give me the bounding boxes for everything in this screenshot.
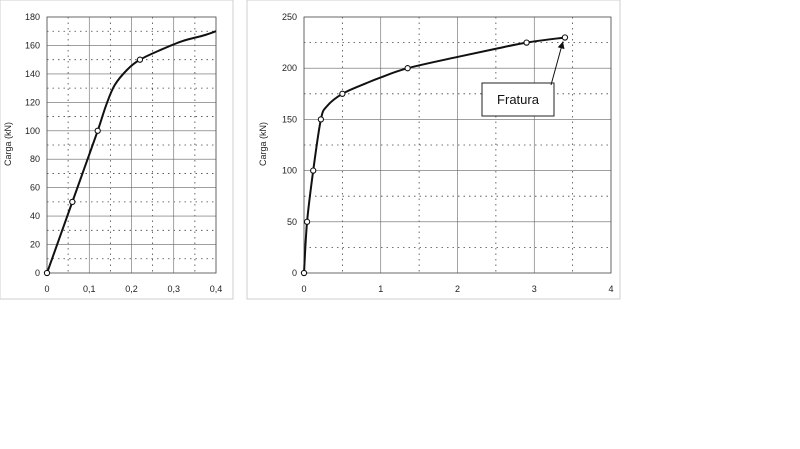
chart-right-x-ticks: 0 1 2 3 4 xyxy=(301,284,613,294)
chart-right-axes xyxy=(303,16,612,274)
y-tick-label: 100 xyxy=(25,126,40,136)
chart-left-x-ticks: 0 0,1 0,2 0,3 0,4 xyxy=(44,284,222,294)
y-tick-label: 20 xyxy=(30,240,40,250)
y-tick-label: 80 xyxy=(30,154,40,164)
annotation-arrow-head xyxy=(557,41,565,50)
x-tick-label: 4 xyxy=(608,284,613,294)
data-point xyxy=(310,167,317,174)
x-tick-label: 3 xyxy=(532,284,537,294)
chart-right-series xyxy=(300,34,569,277)
chart-right: 0 1 2 3 4 0 50 100 150 200 250 Carga (kN) Fratura xyxy=(246,0,621,300)
data-point xyxy=(69,198,76,206)
chart-left-y-axis-label: Carga (kN) xyxy=(3,122,13,166)
y-tick-label: 150 xyxy=(282,114,297,124)
data-point xyxy=(303,218,311,225)
data-point xyxy=(561,34,569,41)
x-tick-label: 2 xyxy=(455,284,460,294)
chart-right-annotation: Fratura xyxy=(481,41,565,117)
data-point xyxy=(404,65,411,72)
chart-right-y-ticks: 0 50 100 150 200 250 xyxy=(282,12,297,278)
y-tick-label: 0 xyxy=(35,268,40,278)
chart-left-series xyxy=(43,30,217,277)
y-tick-label: 140 xyxy=(25,69,40,79)
data-point xyxy=(523,39,530,46)
chart-right-gridlines xyxy=(303,16,612,274)
x-tick-label: 0 xyxy=(44,284,49,294)
chart-left: 0 0,1 0,2 0,3 0,4 0 20 40 60 80 100 120 140 160 180 C… xyxy=(0,0,234,300)
y-tick-label: 40 xyxy=(30,211,40,221)
x-tick-label: 0,3 xyxy=(167,284,180,294)
data-point xyxy=(317,116,325,123)
plot-border xyxy=(46,16,217,274)
y-tick-label: 160 xyxy=(25,40,40,50)
data-point xyxy=(43,269,51,277)
y-tick-label: 50 xyxy=(287,217,297,227)
annotation-label: Fratura xyxy=(497,92,540,107)
x-tick-label: 0,4 xyxy=(210,284,223,294)
y-tick-label: 250 xyxy=(282,12,297,22)
annotation-arrow-line xyxy=(550,41,564,86)
y-tick-label: 100 xyxy=(282,166,297,176)
y-tick-label: 200 xyxy=(282,63,297,73)
data-point xyxy=(136,56,144,63)
x-tick-label: 0,1 xyxy=(83,284,96,294)
chart-right-y-axis-label: Carga (kN) xyxy=(258,122,268,166)
annotation-box xyxy=(481,82,555,117)
y-tick-label: 180 xyxy=(25,12,40,22)
data-point xyxy=(300,269,308,277)
chart-left-y-ticks: 0 20 40 60 80 100 120 140 160 180 xyxy=(25,12,40,278)
x-tick-label: 0 xyxy=(301,284,306,294)
y-tick-label: 120 xyxy=(25,97,40,107)
x-tick-label: 0,2 xyxy=(125,284,138,294)
chart-left-axes xyxy=(46,16,217,274)
y-tick-label: 0 xyxy=(292,268,297,278)
plot-border xyxy=(303,16,612,274)
data-point xyxy=(94,127,101,134)
x-tick-label: 1 xyxy=(378,284,383,294)
y-tick-label: 60 xyxy=(30,183,40,193)
data-point xyxy=(339,90,346,97)
chart-left-gridlines xyxy=(46,16,217,274)
